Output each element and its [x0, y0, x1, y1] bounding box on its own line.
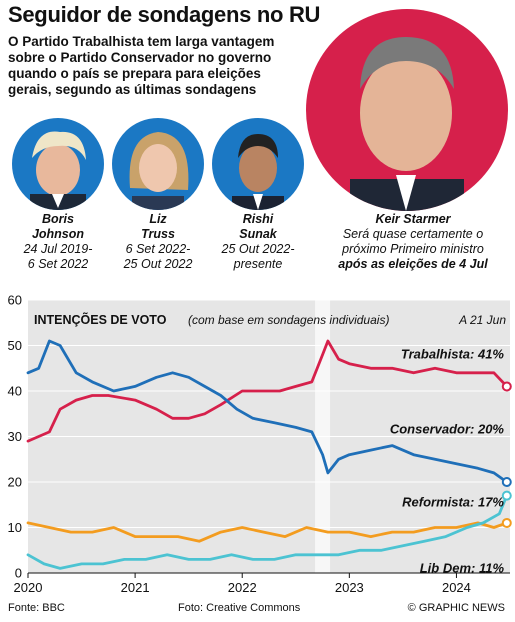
x-tick-label: 2022: [228, 580, 257, 595]
pm-date-start: 25 Out 2022-: [221, 242, 295, 256]
series-line-lib-dem: [26, 494, 509, 570]
y-tick-label: 30: [8, 429, 22, 444]
starmer-desc-line2: próximo Primeiro ministro: [342, 242, 484, 256]
y-tick-label: 60: [8, 293, 22, 308]
series-label: Conservador: 20%: [390, 422, 505, 437]
series-line-reformista: [26, 521, 509, 543]
y-tick-label: 20: [8, 475, 22, 490]
y-tick-label: 50: [8, 338, 22, 353]
chart-heading: INTENÇÕES DE VOTO: [34, 312, 167, 327]
pm-date-start: 6 Set 2022-: [125, 242, 191, 256]
starmer-desc-line1: Será quase certamente o: [342, 227, 484, 241]
x-tick-label: 2024: [442, 580, 471, 595]
pm-name-line2: Truss: [141, 227, 175, 241]
boris-johnson-portrait: [12, 118, 104, 210]
page-subtitle: O Partido Trabalhista tem larga vantagem…: [8, 34, 275, 97]
y-tick-label: 0: [15, 566, 22, 581]
keir-starmer-portrait: [306, 9, 508, 211]
x-tick-label: 2020: [14, 580, 43, 595]
pm-date-end: 6 Set 2022: [27, 257, 89, 271]
pm-label-johnson: Boris Johnson 24 Jul 2019- 6 Set 2022: [6, 212, 110, 272]
series-endpoint: [501, 381, 512, 392]
series-endpoint: [501, 517, 512, 528]
series-label: Lib Dem: 11%: [420, 560, 505, 575]
series-endpoint: [501, 490, 512, 501]
series-line-conservador: [26, 339, 509, 484]
rishi-sunak-portrait: [212, 118, 304, 210]
page-title: Seguidor de sondagens no RU: [8, 2, 321, 27]
pm-name-line2: Sunak: [239, 227, 277, 241]
vote-intention-chart: 0 10 20 30 40 50 60 2020 2021 2022 2023 2024 INTENÇÕ…: [8, 293, 512, 595]
pm-label-sunak: Rishi Sunak 25 Out 2022- presente: [206, 212, 310, 272]
pm-label-truss: Liz Truss 6 Set 2022- 25 Out 2022: [106, 212, 210, 272]
chart-date-note: A 21 Jun: [458, 313, 506, 327]
footer-photo: Foto: Creative Commons: [178, 602, 301, 614]
pm-date-end: 25 Out 2022: [123, 257, 193, 271]
chart-heading-note: (com base em sondagens individuais): [188, 313, 389, 327]
y-tick-label: 40: [8, 384, 22, 399]
starmer-label: Keir Starmer Será quase certamente o pró…: [318, 212, 508, 272]
series-label: Reformista: 17%: [402, 494, 504, 509]
pm-date-start: 24 Jul 2019-: [23, 242, 93, 256]
liz-truss-portrait: [112, 118, 204, 210]
series-line-trabalhista: [26, 339, 509, 443]
footer-source: Fonte: BBC: [8, 602, 65, 614]
pm-name-line1: Liz: [149, 212, 167, 226]
starmer-name: Keir Starmer: [375, 212, 451, 226]
series-label: Trabalhista: 41%: [401, 347, 505, 362]
starmer-desc-line3: após as eleições de 4 Jul: [338, 257, 488, 271]
footer-credit: © GRAPHIC NEWS: [407, 602, 505, 614]
pm-name-line2: Johnson: [31, 227, 85, 241]
x-tick-label: 2023: [335, 580, 364, 595]
pm-name-line1: Boris: [42, 212, 74, 226]
x-tick-label: 2021: [121, 580, 150, 595]
pm-date-end: presente: [233, 257, 283, 271]
y-tick-label: 10: [8, 520, 22, 535]
pm-name-line1: Rishi: [242, 212, 274, 226]
series-endpoint: [501, 477, 512, 487]
